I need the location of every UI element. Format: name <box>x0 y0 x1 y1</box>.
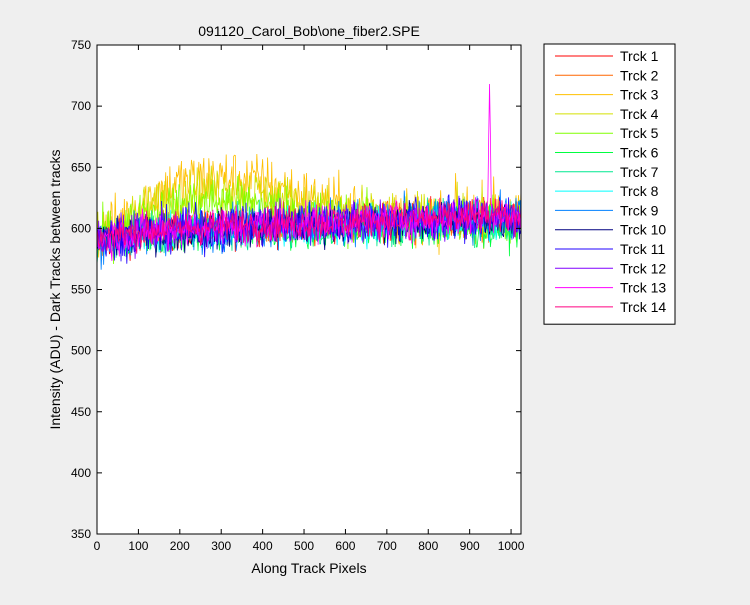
x-tick-label: 500 <box>294 539 314 553</box>
x-tick-label: 0 <box>94 539 101 553</box>
x-tick-label: 900 <box>460 539 480 553</box>
legend-label: Trck 6 <box>620 145 659 161</box>
y-tick-label: 700 <box>71 99 91 113</box>
legend-label: Trck 1 <box>620 48 659 64</box>
x-tick-label: 200 <box>170 539 190 553</box>
y-tick-label: 650 <box>71 160 91 174</box>
legend-label: Trck 4 <box>620 106 659 122</box>
legend-label: Trck 12 <box>620 260 666 276</box>
y-tick-label: 350 <box>71 527 91 541</box>
x-tick-label: 700 <box>377 539 397 553</box>
legend-label: Trck 3 <box>620 87 659 103</box>
legend-label: Trck 11 <box>620 241 665 257</box>
axes-layer: 0 100 200 300 400 500 600 700 800 900 1000 350 400 45… <box>71 38 525 553</box>
legend-label: Trck 5 <box>620 125 659 141</box>
y-tick-label: 400 <box>71 466 91 480</box>
x-axis-label: Along Track Pixels <box>251 560 366 576</box>
x-tick-label: 600 <box>335 539 355 553</box>
plot-area <box>97 45 521 534</box>
y-tick-label: 600 <box>71 221 91 235</box>
y-tick-label: 500 <box>71 344 91 358</box>
y-tick-label: 750 <box>71 38 91 52</box>
y-axis-label: Intensity (ADU) - Dark Tracks between tr… <box>47 149 63 429</box>
legend-label: Trck 14 <box>620 299 666 315</box>
y-tick-label: 550 <box>71 283 91 297</box>
legend-label: Trck 13 <box>620 280 666 296</box>
x-tick-label: 100 <box>128 539 148 553</box>
series-layer <box>96 84 522 270</box>
x-tick-label: 400 <box>253 539 273 553</box>
series-line-trck-14 <box>96 197 522 254</box>
legend-box <box>543 43 676 325</box>
x-tick-label: 300 <box>211 539 231 553</box>
legend-label: Trck 9 <box>620 202 659 218</box>
x-tick-label: 800 <box>418 539 438 553</box>
legend-label: Trck 7 <box>620 164 659 180</box>
legend-label: Trck 10 <box>620 222 666 238</box>
legend-label: Trck 8 <box>620 183 659 199</box>
y-tick-label: 450 <box>71 405 91 419</box>
x-tick-label: 1000 <box>498 539 525 553</box>
chart-title: 091120_Carol_Bob\one_fiber2.SPE <box>198 23 420 39</box>
legend: Trck 1 Trck 2 Trck 3 Trck 4 Trck 5 Trck 6 Trck… <box>543 43 676 325</box>
legend-label: Trck 2 <box>620 67 659 83</box>
